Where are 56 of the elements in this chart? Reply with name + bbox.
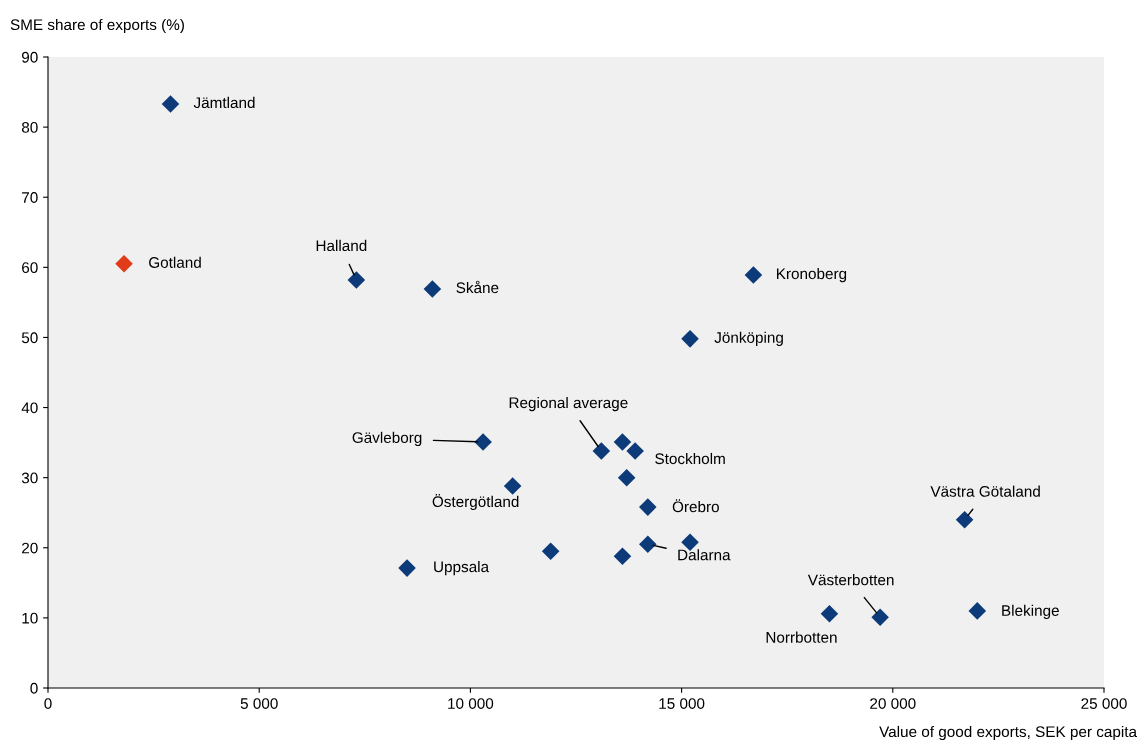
point xyxy=(398,559,416,577)
point xyxy=(592,442,611,460)
annotation: Örebro xyxy=(672,499,719,513)
point xyxy=(541,542,560,561)
annotation: Västerbotten xyxy=(807,574,894,586)
point xyxy=(871,608,889,626)
point xyxy=(744,266,763,284)
annotation: Uppsala xyxy=(434,560,490,576)
y-tick-label: 70 xyxy=(22,192,38,203)
annotation: Jönköping xyxy=(714,331,783,346)
y-tick-label: 60 xyxy=(22,262,38,274)
point xyxy=(639,498,657,516)
point xyxy=(613,547,632,565)
annotation: Gotland xyxy=(149,256,201,268)
annotation: Blekinge xyxy=(1002,604,1059,619)
point xyxy=(955,510,974,529)
point xyxy=(423,280,442,298)
annotation: Stockholm xyxy=(655,452,725,465)
y-tick-label: 40 xyxy=(21,402,38,414)
point xyxy=(613,433,632,451)
point xyxy=(681,330,699,348)
point xyxy=(639,535,657,554)
x-tick-label: 25 000 xyxy=(1081,698,1127,709)
annotation: Jämtland xyxy=(193,96,255,109)
y-tick-label: 30 xyxy=(21,472,38,484)
x-tick-label: 15 000 xyxy=(659,698,705,709)
point xyxy=(161,95,180,113)
y-tick-label: 80 xyxy=(21,121,38,133)
annotation: Västra Götaland xyxy=(930,485,1040,497)
x-tick-label: 0 xyxy=(44,698,52,709)
x-tick-label: 20 000 xyxy=(870,698,916,709)
y-axis-title: SME share of exports (%) xyxy=(10,18,184,34)
point xyxy=(626,442,644,460)
annotation: Halland xyxy=(316,239,367,252)
x-tick-label: 5 000 xyxy=(240,698,278,709)
point xyxy=(347,271,366,289)
point xyxy=(503,477,522,495)
annotation: Dalarna xyxy=(678,549,731,561)
y-tick-label: 90 xyxy=(22,51,38,63)
point xyxy=(820,604,839,623)
annotation: Östergötland xyxy=(432,494,519,511)
point xyxy=(968,602,987,620)
annotation: Regional average xyxy=(509,396,628,412)
annotation: Kronoberg xyxy=(776,267,847,283)
point xyxy=(617,468,636,487)
y-tick-label: 50 xyxy=(21,332,38,344)
point xyxy=(115,255,133,273)
y-tick-label: 20 xyxy=(22,542,38,554)
annotation: Gävleborg xyxy=(352,431,422,447)
annotation: Norrbotten xyxy=(766,631,837,643)
y-tick-label: 0 xyxy=(30,682,38,694)
x-axis-title: Value of good exports, SEK per capita xyxy=(879,725,1138,741)
y-tick-label: 10 xyxy=(22,612,38,624)
point xyxy=(474,433,492,451)
x-tick-label: 10 000 xyxy=(448,698,494,709)
annotation: Skåne xyxy=(456,280,499,294)
